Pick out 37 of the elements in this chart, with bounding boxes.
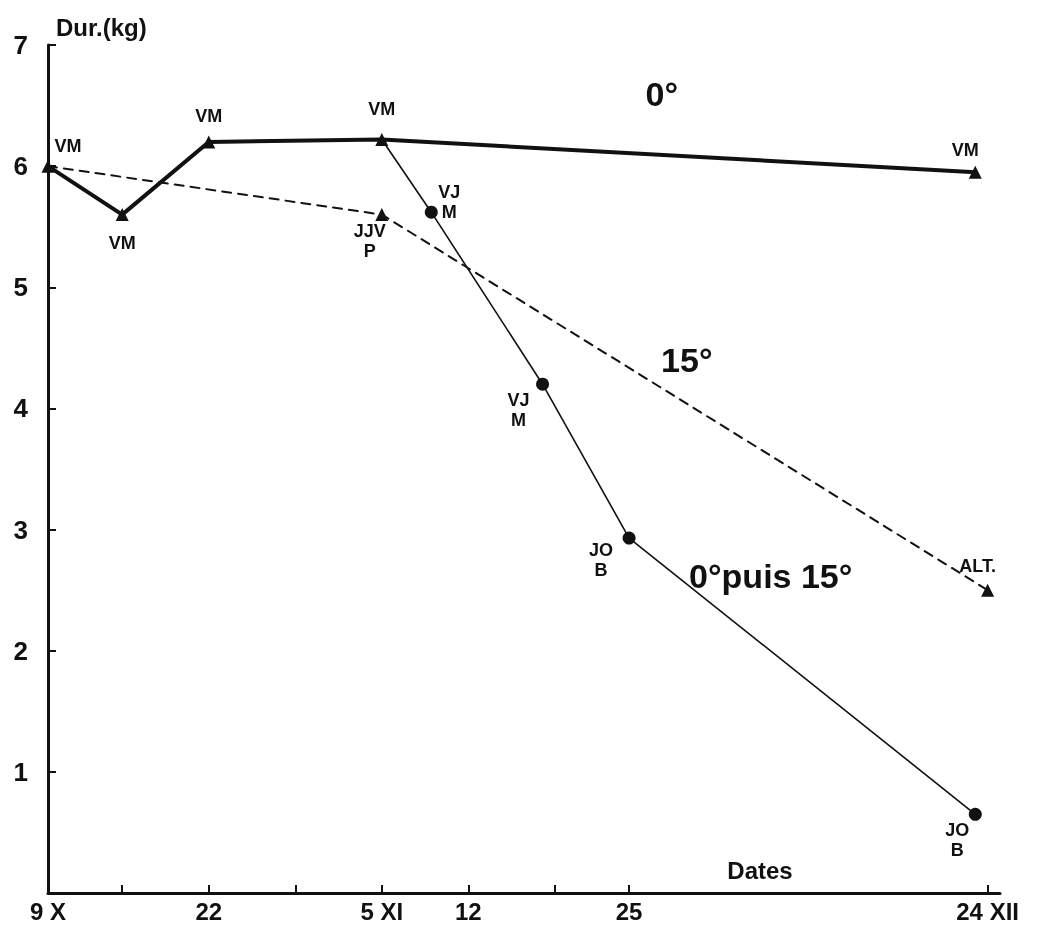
x-tick-label: 12	[455, 897, 482, 925]
point	[968, 807, 982, 821]
x-tick-label: 24 XII	[956, 897, 1019, 925]
annotation: JO B	[945, 820, 970, 861]
x-tick-label: 22	[195, 897, 223, 925]
annotation: VM	[54, 136, 82, 157]
series-label: 15°	[661, 340, 713, 379]
point	[115, 208, 129, 222]
y-axis-title: Dur.(kg)	[56, 13, 147, 41]
y-tick-label: 5	[13, 272, 28, 303]
annotation: VJ M	[507, 390, 530, 431]
point	[202, 135, 216, 149]
x-tick-label: 5 XI	[360, 897, 404, 925]
annotation: VM	[951, 140, 979, 161]
point	[424, 205, 438, 219]
annotation: VJ M	[438, 182, 461, 223]
annotation: VM	[368, 99, 396, 120]
x-axis-title: Dates	[727, 856, 793, 884]
annotation: VM	[108, 232, 136, 253]
series-label: 0°	[645, 75, 679, 114]
y-tick-label: 7	[13, 30, 28, 60]
y-tick-label: 6	[13, 151, 28, 182]
point	[622, 531, 636, 545]
x-tick-label: 25	[615, 897, 643, 925]
annotation: VM	[195, 105, 223, 126]
y-tick-label: 3	[13, 514, 28, 545]
series-label: 0°puis 15°	[689, 557, 853, 596]
y-tick-label: 4	[13, 393, 29, 424]
y-tick-label: 1	[13, 756, 28, 787]
point	[968, 165, 982, 179]
point	[536, 377, 550, 391]
annotation: ALT.	[959, 556, 996, 577]
annotation: JO B	[589, 540, 614, 581]
x-tick-label: 9 X	[29, 897, 67, 925]
point	[375, 132, 389, 146]
annotation: JJV P	[353, 220, 386, 261]
y-tick-label: 2	[13, 635, 28, 666]
